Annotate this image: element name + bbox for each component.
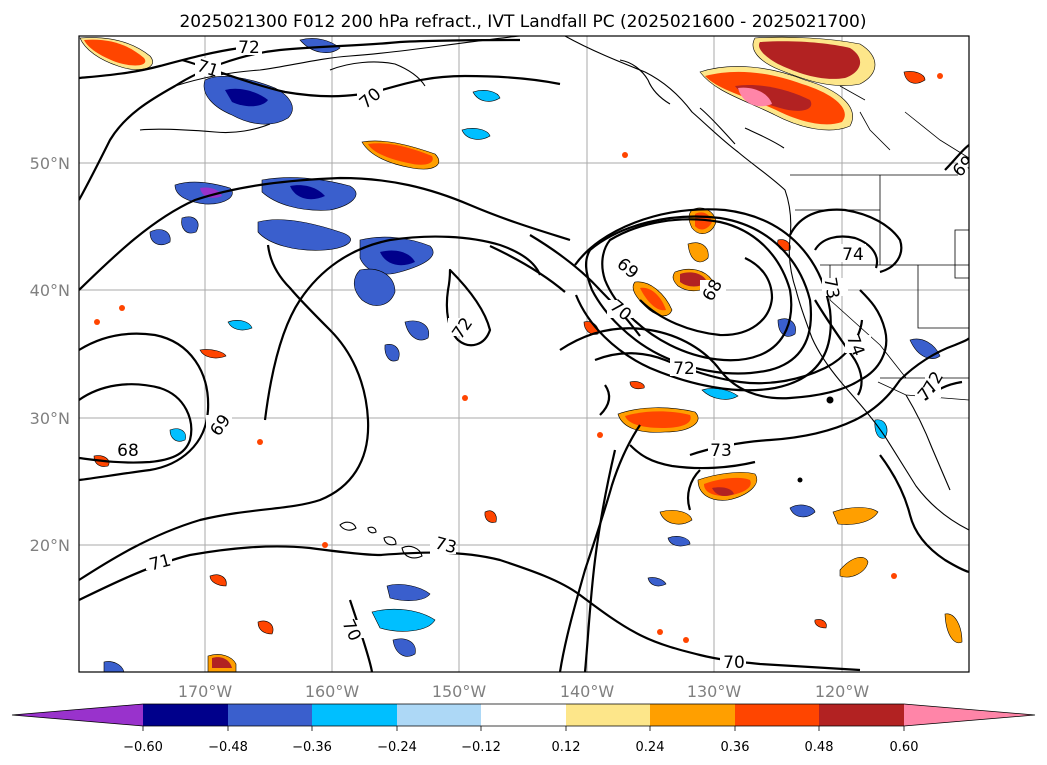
lat-label: 40°N <box>30 281 70 300</box>
colorbar-tick-label: 0.12 <box>552 740 581 755</box>
lat-label: 20°N <box>30 536 70 555</box>
colorbar-bin <box>735 704 819 726</box>
colorbar-tick-label: 0.24 <box>636 740 665 755</box>
map-panel: 72 71 70 69 72 69 70 68 72 73 74 73 74 7… <box>78 35 970 673</box>
colorbar-tick-label: −0.48 <box>208 740 248 755</box>
lon-label: 150°W <box>432 682 487 701</box>
colorbar-bin <box>481 704 566 726</box>
lat-label: 30°N <box>30 409 70 428</box>
colorbar-bin <box>228 704 312 726</box>
contour-label: 72 <box>236 37 262 58</box>
lon-label: 140°W <box>560 682 615 701</box>
colorbar-tick-label: −0.60 <box>123 740 163 755</box>
svg-text:74: 74 <box>842 245 864 265</box>
colorbar-bin <box>819 704 904 726</box>
svg-text:72: 72 <box>238 38 260 58</box>
contour-lines <box>79 38 969 672</box>
contour-label: 73 <box>708 440 734 461</box>
coastlines <box>139 36 969 559</box>
map-title: 2025021300 F012 200 hPa refract., IVT La… <box>179 12 866 32</box>
lon-label: 130°W <box>687 682 742 701</box>
lon-label: 160°W <box>305 682 360 701</box>
colorbar-bin <box>650 704 735 726</box>
colorbar-extend-right <box>904 704 1035 726</box>
contour-label: 70 <box>720 652 746 673</box>
contour-label: 68 <box>115 440 141 461</box>
latitude-labels: 50°N 40°N 30°N 20°N <box>30 154 70 555</box>
colorbar-tick-label: −0.12 <box>461 740 501 755</box>
colorbar-bin <box>397 704 481 726</box>
svg-text:70: 70 <box>723 653 745 673</box>
colorbar-tick-label: −0.24 <box>377 740 417 755</box>
lat-label: 50°N <box>30 154 70 173</box>
svg-text:73: 73 <box>819 276 842 301</box>
colorbar: −0.60 −0.48 −0.36 −0.24 −0.12 0.12 0.24 … <box>11 703 1036 755</box>
lon-label: 120°W <box>815 682 870 701</box>
colorbar-bin <box>143 704 228 726</box>
colorbar-tick-marks <box>142 726 905 731</box>
lon-label: 170°W <box>178 682 233 701</box>
contour-label: 74 <box>840 244 866 265</box>
positive-shading <box>79 36 963 672</box>
longitude-labels: 170°W 160°W 150°W 140°W 130°W 120°W <box>178 682 870 701</box>
colorbar-tick-label: 0.48 <box>805 740 834 755</box>
contour-label: 73 <box>430 534 459 558</box>
colorbar-bin <box>566 704 650 726</box>
svg-text:73: 73 <box>710 441 732 461</box>
colorbar-tick-label: 0.36 <box>721 740 750 755</box>
colorbar-tick-label: 0.60 <box>890 740 919 755</box>
contour-label: 73 <box>819 276 848 301</box>
map-frame <box>78 35 970 673</box>
svg-text:72: 72 <box>673 359 695 379</box>
contour-label: 72 <box>670 358 696 379</box>
colorbar-extend-left <box>12 704 143 726</box>
colorbar-tick-label: −0.36 <box>292 740 332 755</box>
svg-text:68: 68 <box>117 441 139 461</box>
contour-label: 70 <box>356 84 385 113</box>
colorbar-bin <box>312 704 397 726</box>
